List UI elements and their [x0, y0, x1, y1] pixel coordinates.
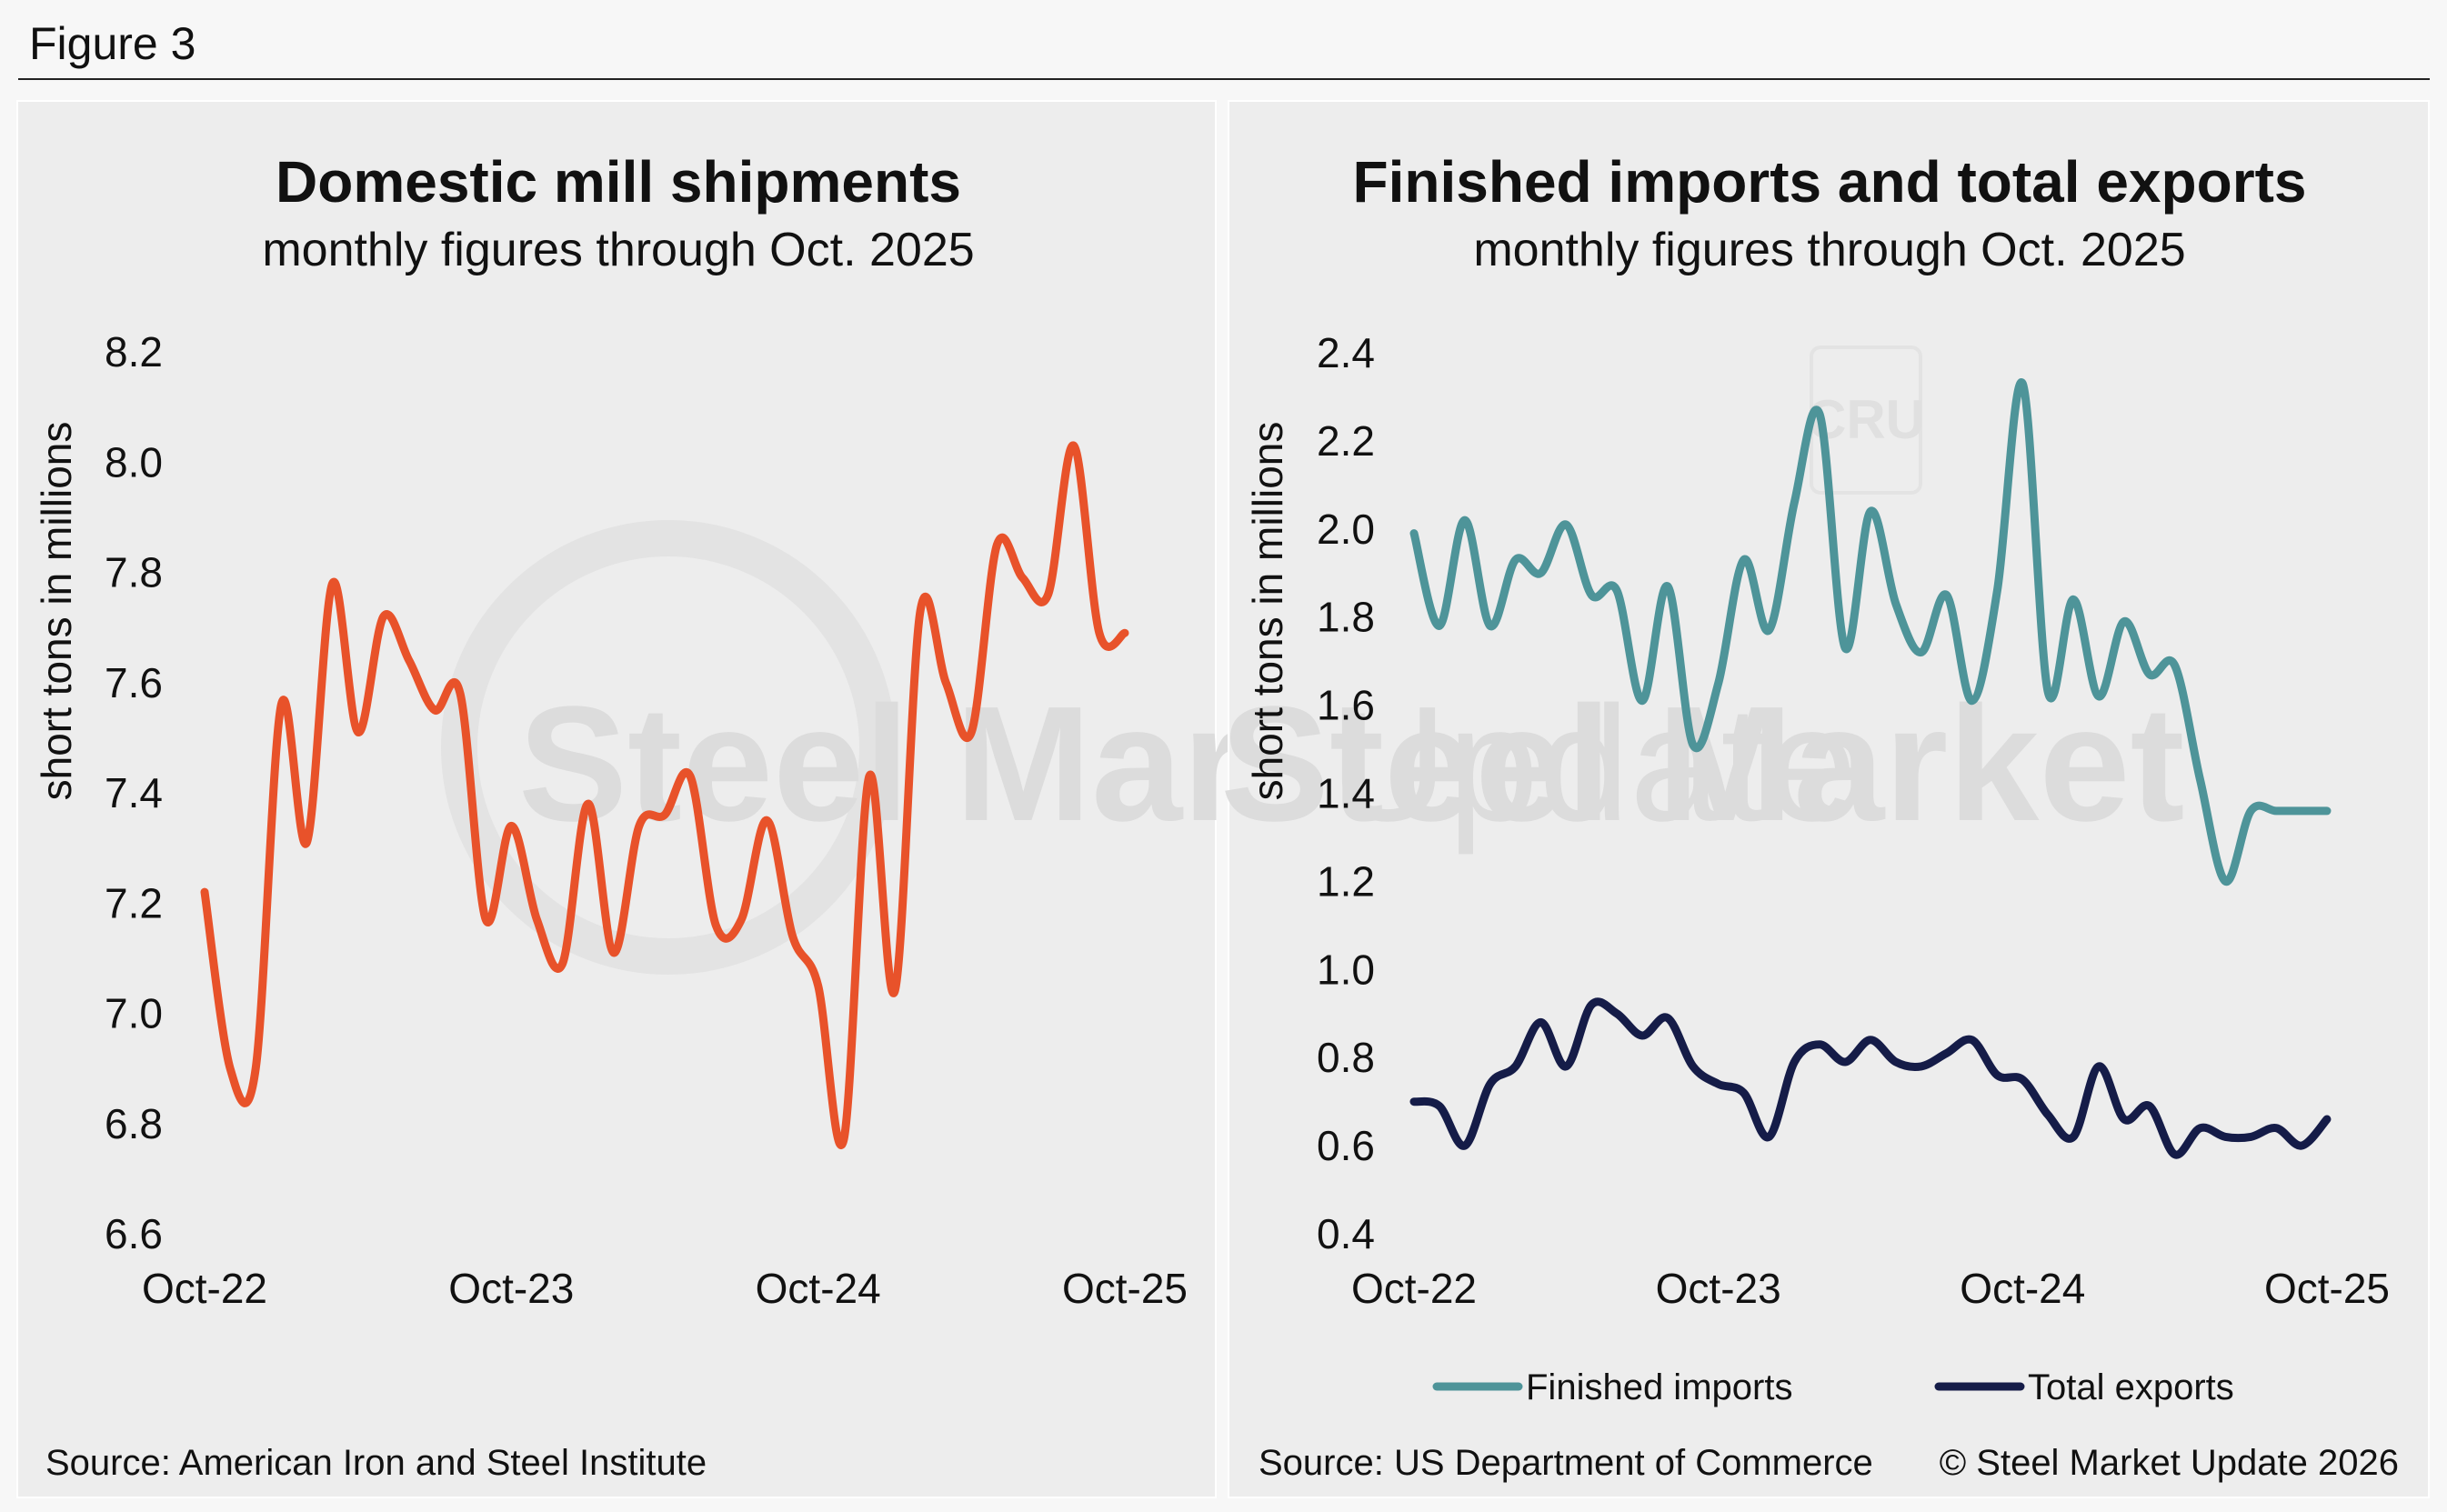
header-divider — [18, 78, 2430, 80]
y-tick-label: 7.2 — [105, 879, 163, 926]
y-tick-label: 6.8 — [105, 1100, 163, 1147]
figure-label: Figure 3 — [29, 18, 196, 69]
series-line-domestic-mill-shipments — [200, 441, 1129, 1149]
source-note: Source: American Iron and Steel Institut… — [45, 1443, 707, 1483]
x-tick-label: Oct-25 — [2264, 1265, 2390, 1312]
x-tick-label: Oct-25 — [1062, 1265, 1188, 1312]
y-tick-label: 0.4 — [1317, 1210, 1375, 1257]
series-line-finished-imports — [1409, 378, 2332, 886]
y-tick-label: 1.4 — [1317, 770, 1375, 817]
y-tick-label: 1.2 — [1317, 857, 1375, 905]
watermark-text: Steel Market — [1220, 673, 2185, 856]
series-layer — [200, 441, 1129, 1149]
watermark: CRU Steel Market Update — [1220, 345, 2185, 856]
y-tick-label: 8.0 — [105, 438, 163, 486]
x-tick-label: Oct-24 — [756, 1265, 881, 1312]
x-tick-label: Oct-23 — [1656, 1265, 1781, 1312]
y-tick-label: 6.6 — [105, 1210, 163, 1257]
legend-label-imports: Finished imports — [1526, 1367, 1792, 1407]
y-tick-label: 1.6 — [1317, 682, 1375, 729]
y-tick-label: 2.2 — [1317, 417, 1375, 465]
shipments-chart: Steel Market Domestic mill shipments mon… — [33, 149, 1483, 1483]
y-tick-label: 1.8 — [1317, 594, 1375, 641]
x-tick-label: Oct-22 — [1351, 1265, 1477, 1312]
x-tick-label: Oct-22 — [142, 1265, 267, 1312]
y-axis-ticks: 0.4 0.6 0.8 1.0 1.2 1.4 1.6 1.8 2.0 2.2 2.4 — [1317, 329, 1375, 1257]
y-tick-label: 0.6 — [1317, 1122, 1375, 1169]
y-tick-label: 7.0 — [105, 990, 163, 1037]
y-tick-label: 7.6 — [105, 659, 163, 706]
x-tick-label: Oct-24 — [1960, 1265, 2085, 1312]
series-layer — [1409, 378, 2332, 1159]
shipments-panel: Steel Market Domestic mill shipments mon… — [16, 100, 1483, 1498]
y-tick-label: 7.8 — [105, 549, 163, 596]
x-axis-ticks: Oct-22 Oct-23 Oct-24 Oct-25 — [1351, 1265, 2390, 1312]
chart-subtitle: monthly figures through Oct. 2025 — [1473, 224, 2185, 276]
x-axis-ticks: Oct-22 Oct-23 Oct-24 Oct-25 — [142, 1265, 1188, 1312]
legend: Finished imports Total exports — [1432, 1367, 2234, 1407]
y-tick-label: 2.0 — [1317, 506, 1375, 553]
y-tick-label: 7.4 — [105, 769, 163, 816]
x-tick-label: Oct-23 — [448, 1265, 574, 1312]
series-line-total-exports — [1409, 997, 2332, 1159]
chart-title: Finished imports and total exports — [1353, 149, 2307, 215]
y-axis-label: short tons in millions — [33, 422, 80, 801]
y-tick-label: 2.4 — [1317, 329, 1375, 376]
y-axis-ticks: 6.6 6.8 7.0 7.2 7.4 7.6 7.8 8.0 8.2 — [105, 328, 163, 1257]
y-tick-label: 8.2 — [105, 328, 163, 375]
y-tick-label: 1.0 — [1317, 946, 1375, 993]
watermark-ring — [441, 520, 896, 975]
source-note: Source: US Department of Commerce — [1259, 1443, 1873, 1483]
chart-subtitle: monthly figures through Oct. 2025 — [262, 224, 974, 276]
y-tick-label: 0.8 — [1317, 1034, 1375, 1081]
copyright-note: © Steel Market Update 2026 — [1940, 1443, 2399, 1483]
legend-label-exports: Total exports — [2028, 1367, 2234, 1407]
chart-title: Domestic mill shipments — [276, 149, 961, 215]
trade-chart: CRU Steel Market Update Finished imports… — [1220, 149, 2399, 1483]
y-axis-label: short tons in millions — [1244, 422, 1291, 801]
watermark-text-light: Update — [1329, 673, 1857, 856]
trade-panel: CRU Steel Market Update Finished imports… — [1220, 100, 2430, 1498]
